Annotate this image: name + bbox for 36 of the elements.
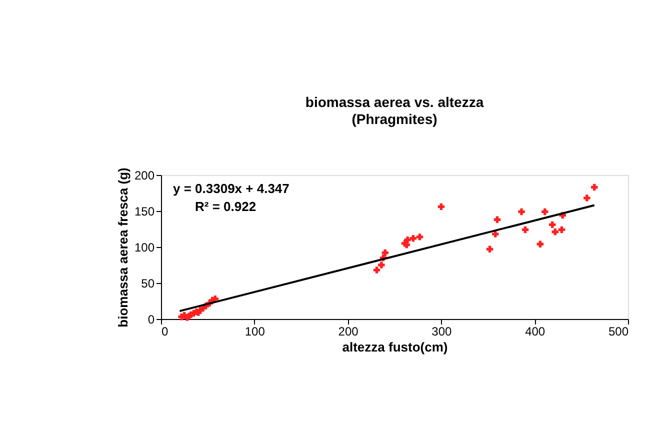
y-tick-label: 150	[134, 204, 155, 218]
point	[492, 230, 499, 238]
y-tick-label: 100	[134, 240, 155, 254]
x-tick-label: 500	[608, 324, 629, 338]
point	[416, 234, 424, 240]
chart-title: biomassa aerea vs. altezza	[305, 94, 484, 110]
x-tick-label: 200	[338, 324, 359, 338]
chart-subtitle: (Phragmites)	[352, 111, 438, 128]
y-tick-label: 50	[141, 276, 155, 290]
x-tick-label: 100	[244, 324, 266, 338]
point	[404, 236, 411, 244]
point	[536, 240, 544, 248]
x-axis-title: altezza fusto(cm)	[342, 340, 448, 354]
point	[518, 208, 525, 216]
point	[542, 208, 548, 216]
y-tick-label: 200	[134, 168, 155, 182]
x-tick-label: 300	[432, 324, 452, 338]
y-axis-title: biomassa aerea fresca (g)	[115, 168, 130, 328]
point	[486, 246, 494, 253]
point	[378, 262, 385, 268]
point	[584, 194, 590, 202]
y-tick-label: 0	[148, 312, 155, 326]
point	[410, 235, 417, 242]
point	[548, 221, 556, 228]
point	[558, 226, 566, 234]
x-tick-label: 0	[162, 324, 168, 338]
point	[382, 249, 389, 256]
point	[373, 266, 380, 274]
point	[591, 184, 598, 191]
x-tick-label: 400	[525, 324, 546, 338]
point	[522, 226, 529, 234]
annotation: R² = 0.922	[195, 199, 256, 214]
annotation: y = 0.3309x + 4.347	[173, 181, 290, 196]
point	[494, 216, 501, 223]
point	[438, 203, 445, 210]
point	[552, 228, 558, 236]
